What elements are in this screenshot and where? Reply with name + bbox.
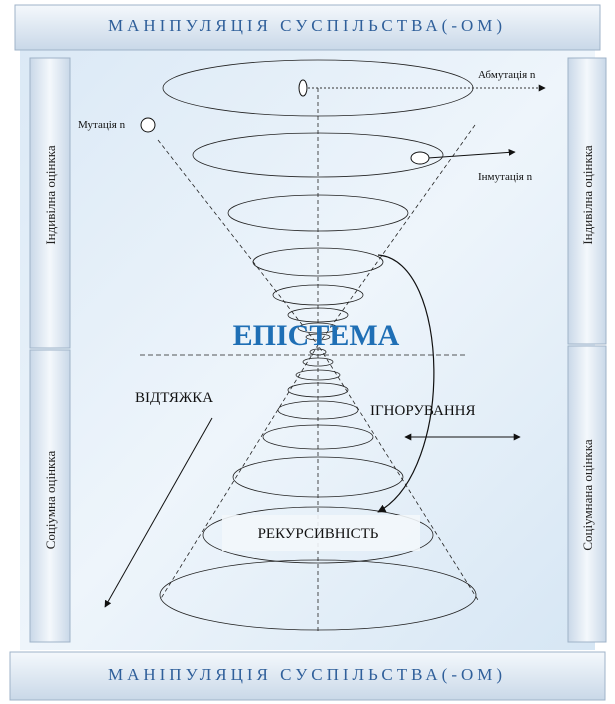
episteme-label: ЕПІСТЕМА: [233, 319, 400, 352]
side-label: Соціумна оцінкка: [43, 451, 58, 550]
ignoring-label: ІГНОРУВАННЯ: [370, 403, 475, 419]
diagram: МАНІПУЛЯЦІЯ СУСПІЛЬСТВА(-ОМ) МАНІПУЛЯЦІЯ…: [0, 0, 615, 704]
mutation-label: Мутація n: [78, 119, 126, 131]
abmutation-label: Абмутація n: [478, 69, 536, 81]
footer-title: МАНІПУЛЯЦІЯ СУСПІЛЬСТВА(-ОМ): [108, 665, 506, 684]
marker: [141, 118, 155, 132]
recursiveness-label: РЕКУРСИВНІСТЬ: [258, 526, 379, 542]
marker: [299, 80, 307, 96]
marker: [411, 152, 429, 164]
pull-label: ВІДТЯЖКА: [135, 390, 213, 406]
side-label: Індивілна оцінкка: [580, 145, 595, 245]
inmutation-label: Інмутація n: [478, 171, 533, 183]
side-label: Індивілна оцінкка: [43, 145, 58, 245]
side-label: Соціумнана оцінкка: [580, 439, 595, 550]
header-title: МАНІПУЛЯЦІЯ СУСПІЛЬСТВА(-ОМ): [108, 16, 506, 35]
